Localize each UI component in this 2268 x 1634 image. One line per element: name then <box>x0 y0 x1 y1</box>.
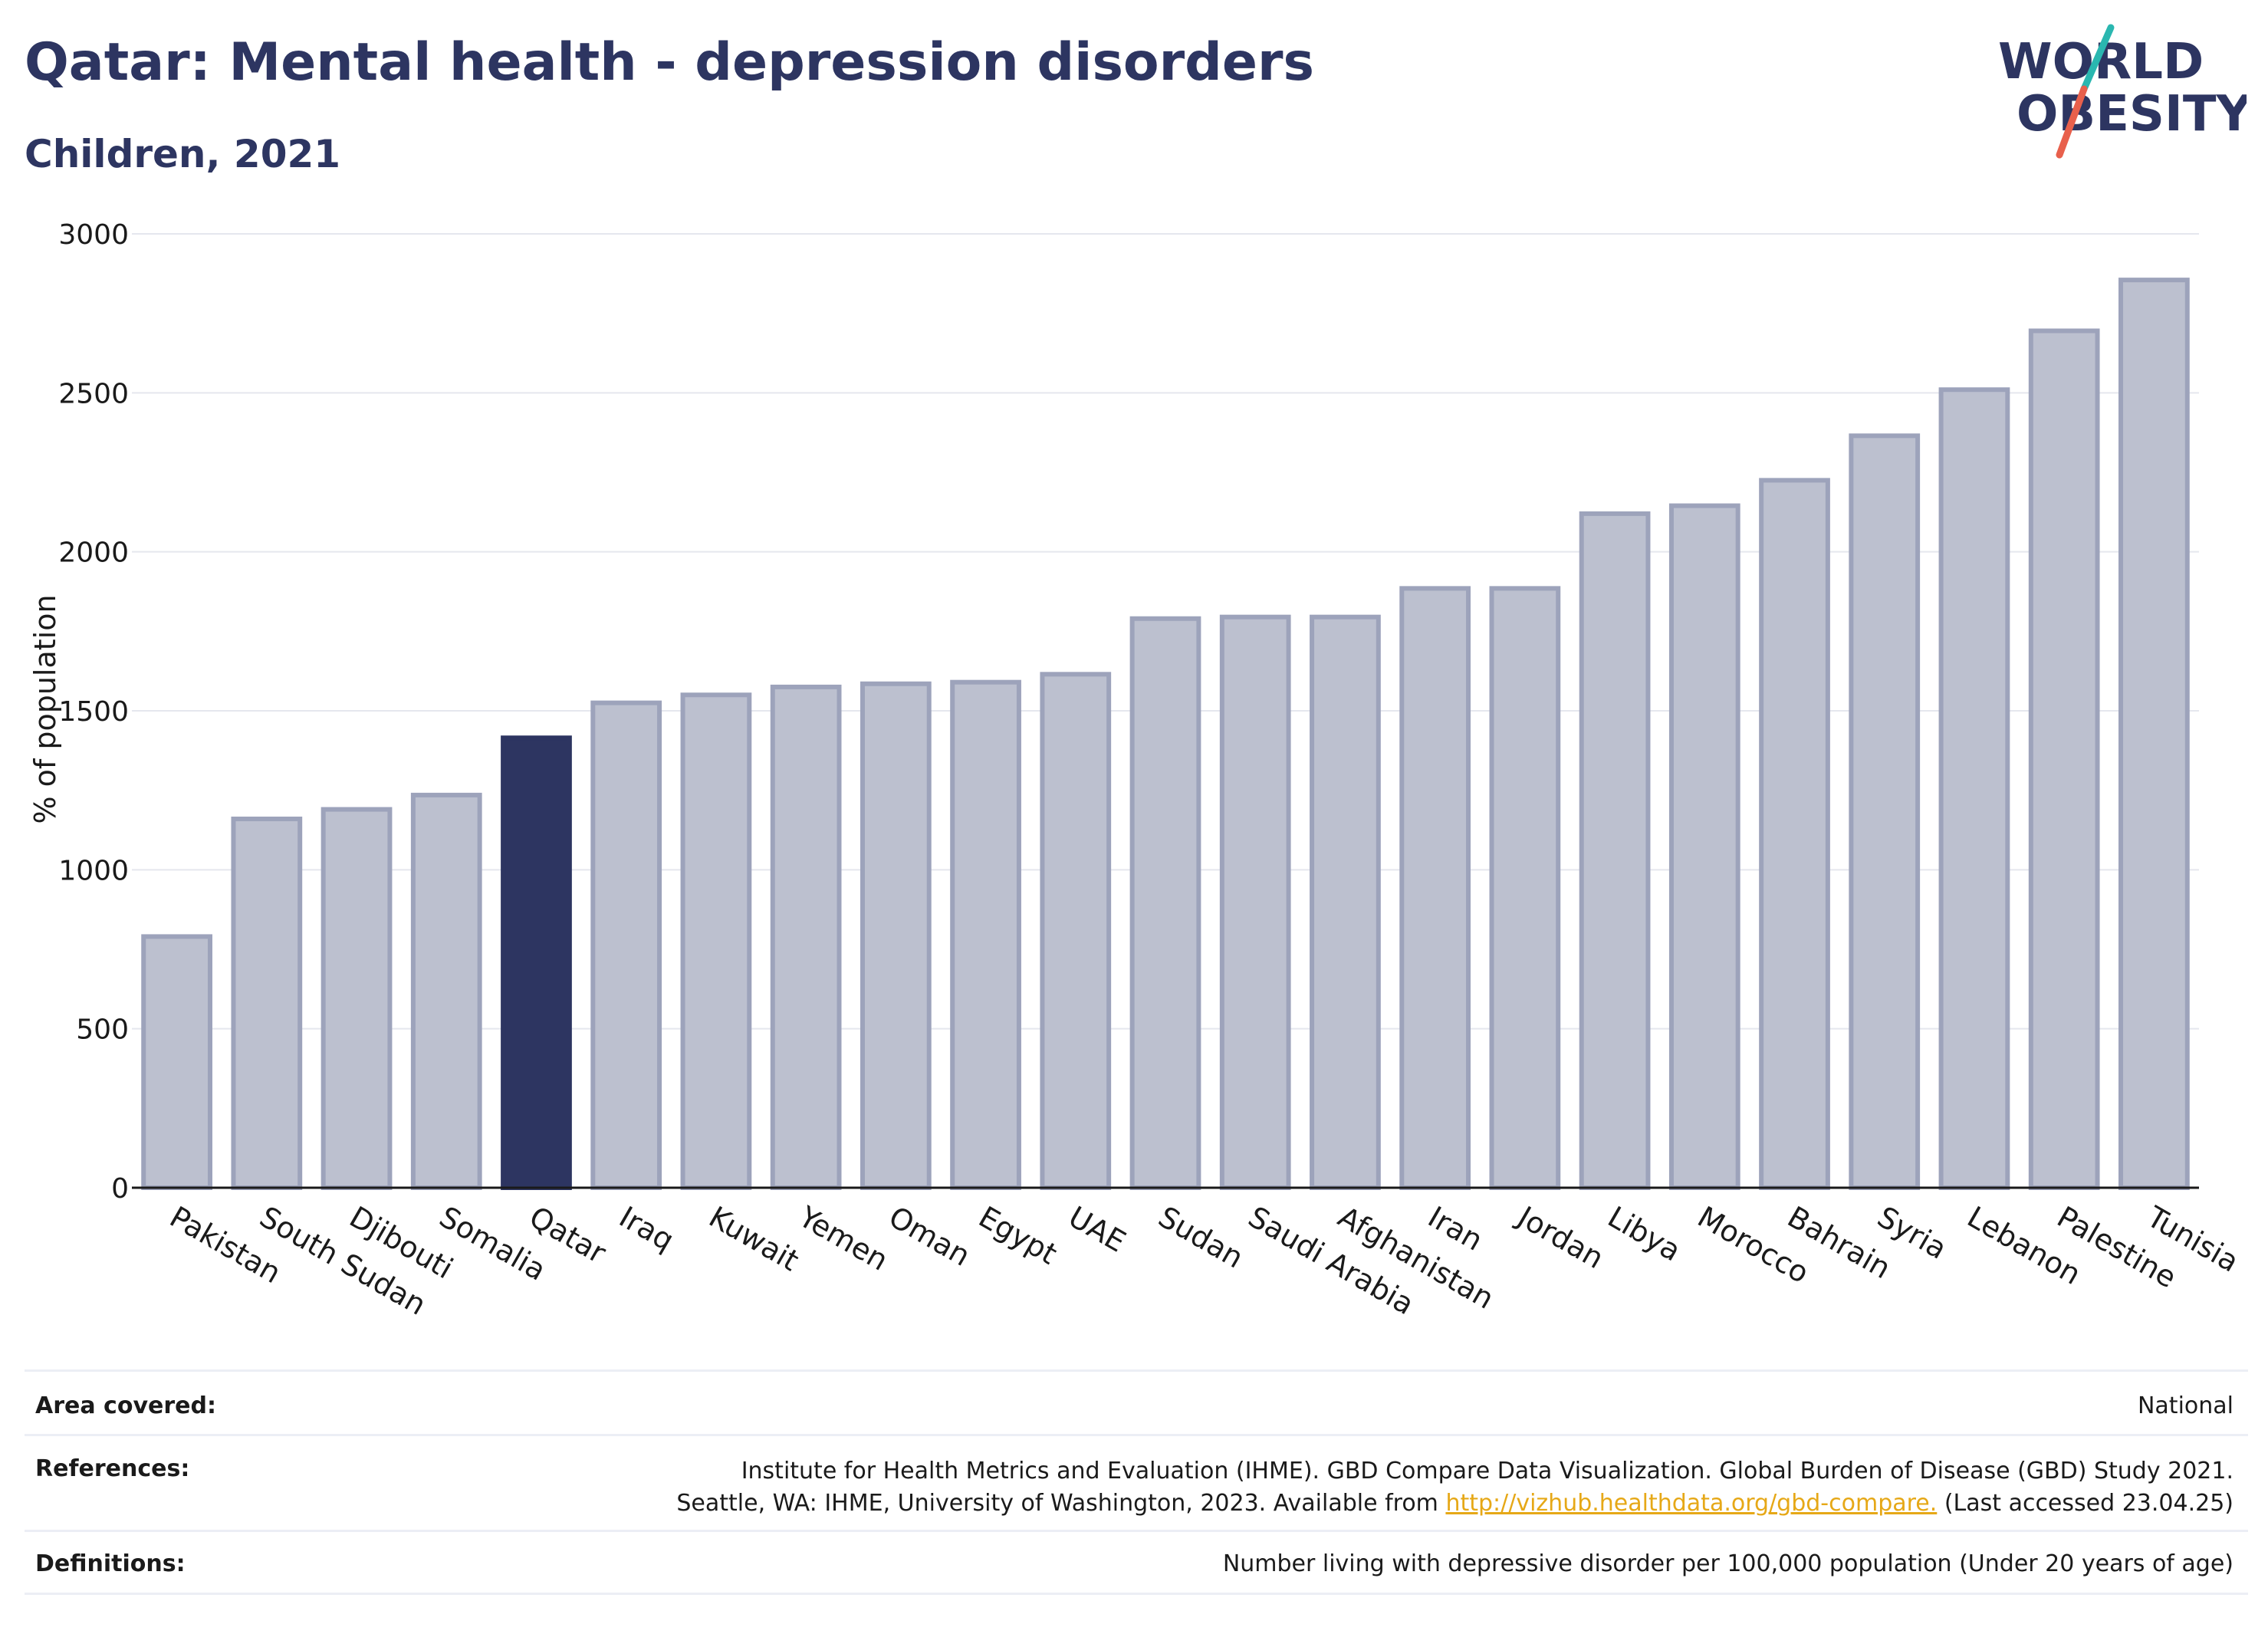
x-tick-label: Sudan <box>1153 1200 1250 1275</box>
definitions-value: Number living with depressive disorder p… <box>1222 1550 2233 1577</box>
bar-iran <box>1399 586 1471 1190</box>
bar-iraq <box>590 700 662 1190</box>
bar-palestine <box>2028 328 2100 1190</box>
logo-slash-coral <box>2056 85 2088 159</box>
bars <box>141 278 2190 1191</box>
page-subtitle: Children, 2021 <box>25 132 341 176</box>
references-text: Seattle, WA: IHME, University of Washing… <box>676 1490 1446 1517</box>
bar-afghanistan <box>1310 614 1381 1190</box>
area-covered-value: National <box>2137 1392 2233 1419</box>
bar-south-sudan <box>231 816 303 1191</box>
page-title: Qatar: Mental health - depression disord… <box>25 32 1314 93</box>
bar-lebanon <box>1938 387 2010 1191</box>
footer-divider <box>25 1369 2248 1372</box>
x-tick-label: Yemen <box>793 1199 894 1277</box>
area-covered-label: Area covered: <box>35 1392 216 1419</box>
footer-divider <box>25 1593 2248 1595</box>
y-axis-ticks: 0 500 1000 1500 2000 2500 3000 <box>58 219 129 1205</box>
x-tick-label: Oman <box>883 1200 976 1273</box>
footer-divider <box>25 1434 2248 1436</box>
x-tick-label: Jordan <box>1511 1199 1609 1276</box>
references-value: Institute for Health Metrics and Evaluat… <box>676 1455 2233 1520</box>
references-line-2: Seattle, WA: IHME, University of Washing… <box>676 1488 2233 1520</box>
bar-oman <box>860 681 932 1190</box>
references-accessed: (Last accessed 23.04.25) <box>1937 1490 2233 1517</box>
bar-qatar <box>501 735 572 1190</box>
x-tick-label: Egypt <box>973 1200 1063 1271</box>
references-line-1: Institute for Health Metrics and Evaluat… <box>741 1458 2233 1484</box>
bar-uae <box>1040 672 1112 1190</box>
y-tick-label: 2500 <box>58 378 129 409</box>
logo-text-obesity: OBESITY <box>2017 86 2247 143</box>
bar-yemen <box>770 684 842 1190</box>
bar-somalia <box>410 792 482 1191</box>
x-tick-label: Kuwait <box>703 1200 804 1278</box>
bar-tunisia <box>2118 278 2190 1190</box>
footer-divider <box>25 1530 2248 1532</box>
world-obesity-logo: WORLD OBESITY <box>1998 24 2247 159</box>
x-tick-label: UAE <box>1063 1200 1131 1259</box>
bar-kuwait <box>680 692 752 1190</box>
references-label: References: <box>35 1455 190 1482</box>
y-axis-label: % of population <box>28 594 62 824</box>
definitions-label: Definitions: <box>35 1550 186 1577</box>
y-tick-label: 1000 <box>58 855 129 886</box>
bar-bahrain <box>1759 478 1830 1190</box>
bar-sudan <box>1129 616 1201 1190</box>
y-tick-label: 2000 <box>58 538 129 569</box>
y-tick-label: 0 <box>111 1173 129 1205</box>
y-tick-label: 500 <box>76 1014 129 1046</box>
bar-djibouti <box>320 807 393 1190</box>
y-tick-label: 1500 <box>58 696 129 728</box>
bar-pakistan <box>141 934 212 1190</box>
references-link[interactable]: http://vizhub.healthdata.org/gbd-compare… <box>1445 1490 1938 1517</box>
x-tick-label: Libya <box>1602 1200 1687 1268</box>
bar-libya <box>1579 511 1651 1190</box>
logo-slash-teal <box>2080 24 2115 93</box>
x-tick-label: Iraq <box>613 1200 679 1258</box>
bar-morocco <box>1668 503 1740 1190</box>
bar-jordan <box>1489 586 1561 1190</box>
bar-syria <box>1849 433 1921 1190</box>
bar-egypt <box>950 679 1021 1190</box>
bar-saudi-arabia <box>1219 614 1291 1190</box>
y-tick-label: 3000 <box>58 219 129 251</box>
